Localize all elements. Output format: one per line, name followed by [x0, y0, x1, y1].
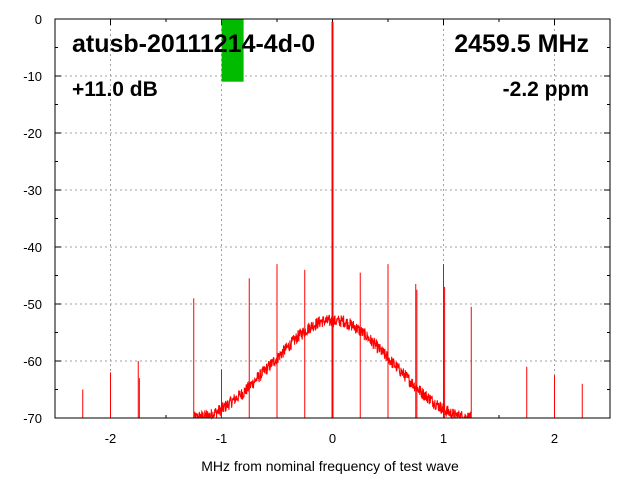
- y-tick-label: 0: [35, 12, 42, 27]
- y-tick-label: -40: [23, 240, 42, 255]
- spur-layer: [82, 21, 611, 418]
- gain-label: +11.0 dB: [72, 78, 158, 101]
- x-tick-label: -2: [105, 431, 117, 446]
- y-tick-label: -10: [23, 69, 42, 84]
- y-tick-label: -60: [23, 354, 42, 369]
- y-tick-label: -50: [23, 297, 42, 312]
- frequency-label: 2459.5 MHz: [454, 30, 589, 58]
- x-tick-label: 2: [551, 431, 558, 446]
- level-indicator-bar: [221, 19, 244, 82]
- y-tick-label: -20: [23, 126, 42, 141]
- device-label: atusb-20111214-4d-0: [72, 30, 315, 58]
- x-axis-title: MHz from nominal frequency of test wave: [201, 458, 459, 474]
- y-tick-label: -70: [23, 411, 42, 426]
- x-tick-label: 1: [440, 431, 447, 446]
- ppm-label: -2.2 ppm: [503, 78, 589, 101]
- tick-labels: 0-10-20-30-40-50-60-70-2 -1 0 1 2: [23, 12, 558, 446]
- x-tick-label: 0: [329, 431, 336, 446]
- plot-frame: [54, 18, 611, 419]
- y-tick-label: -30: [23, 183, 42, 198]
- x-tick-label: -1: [216, 431, 228, 446]
